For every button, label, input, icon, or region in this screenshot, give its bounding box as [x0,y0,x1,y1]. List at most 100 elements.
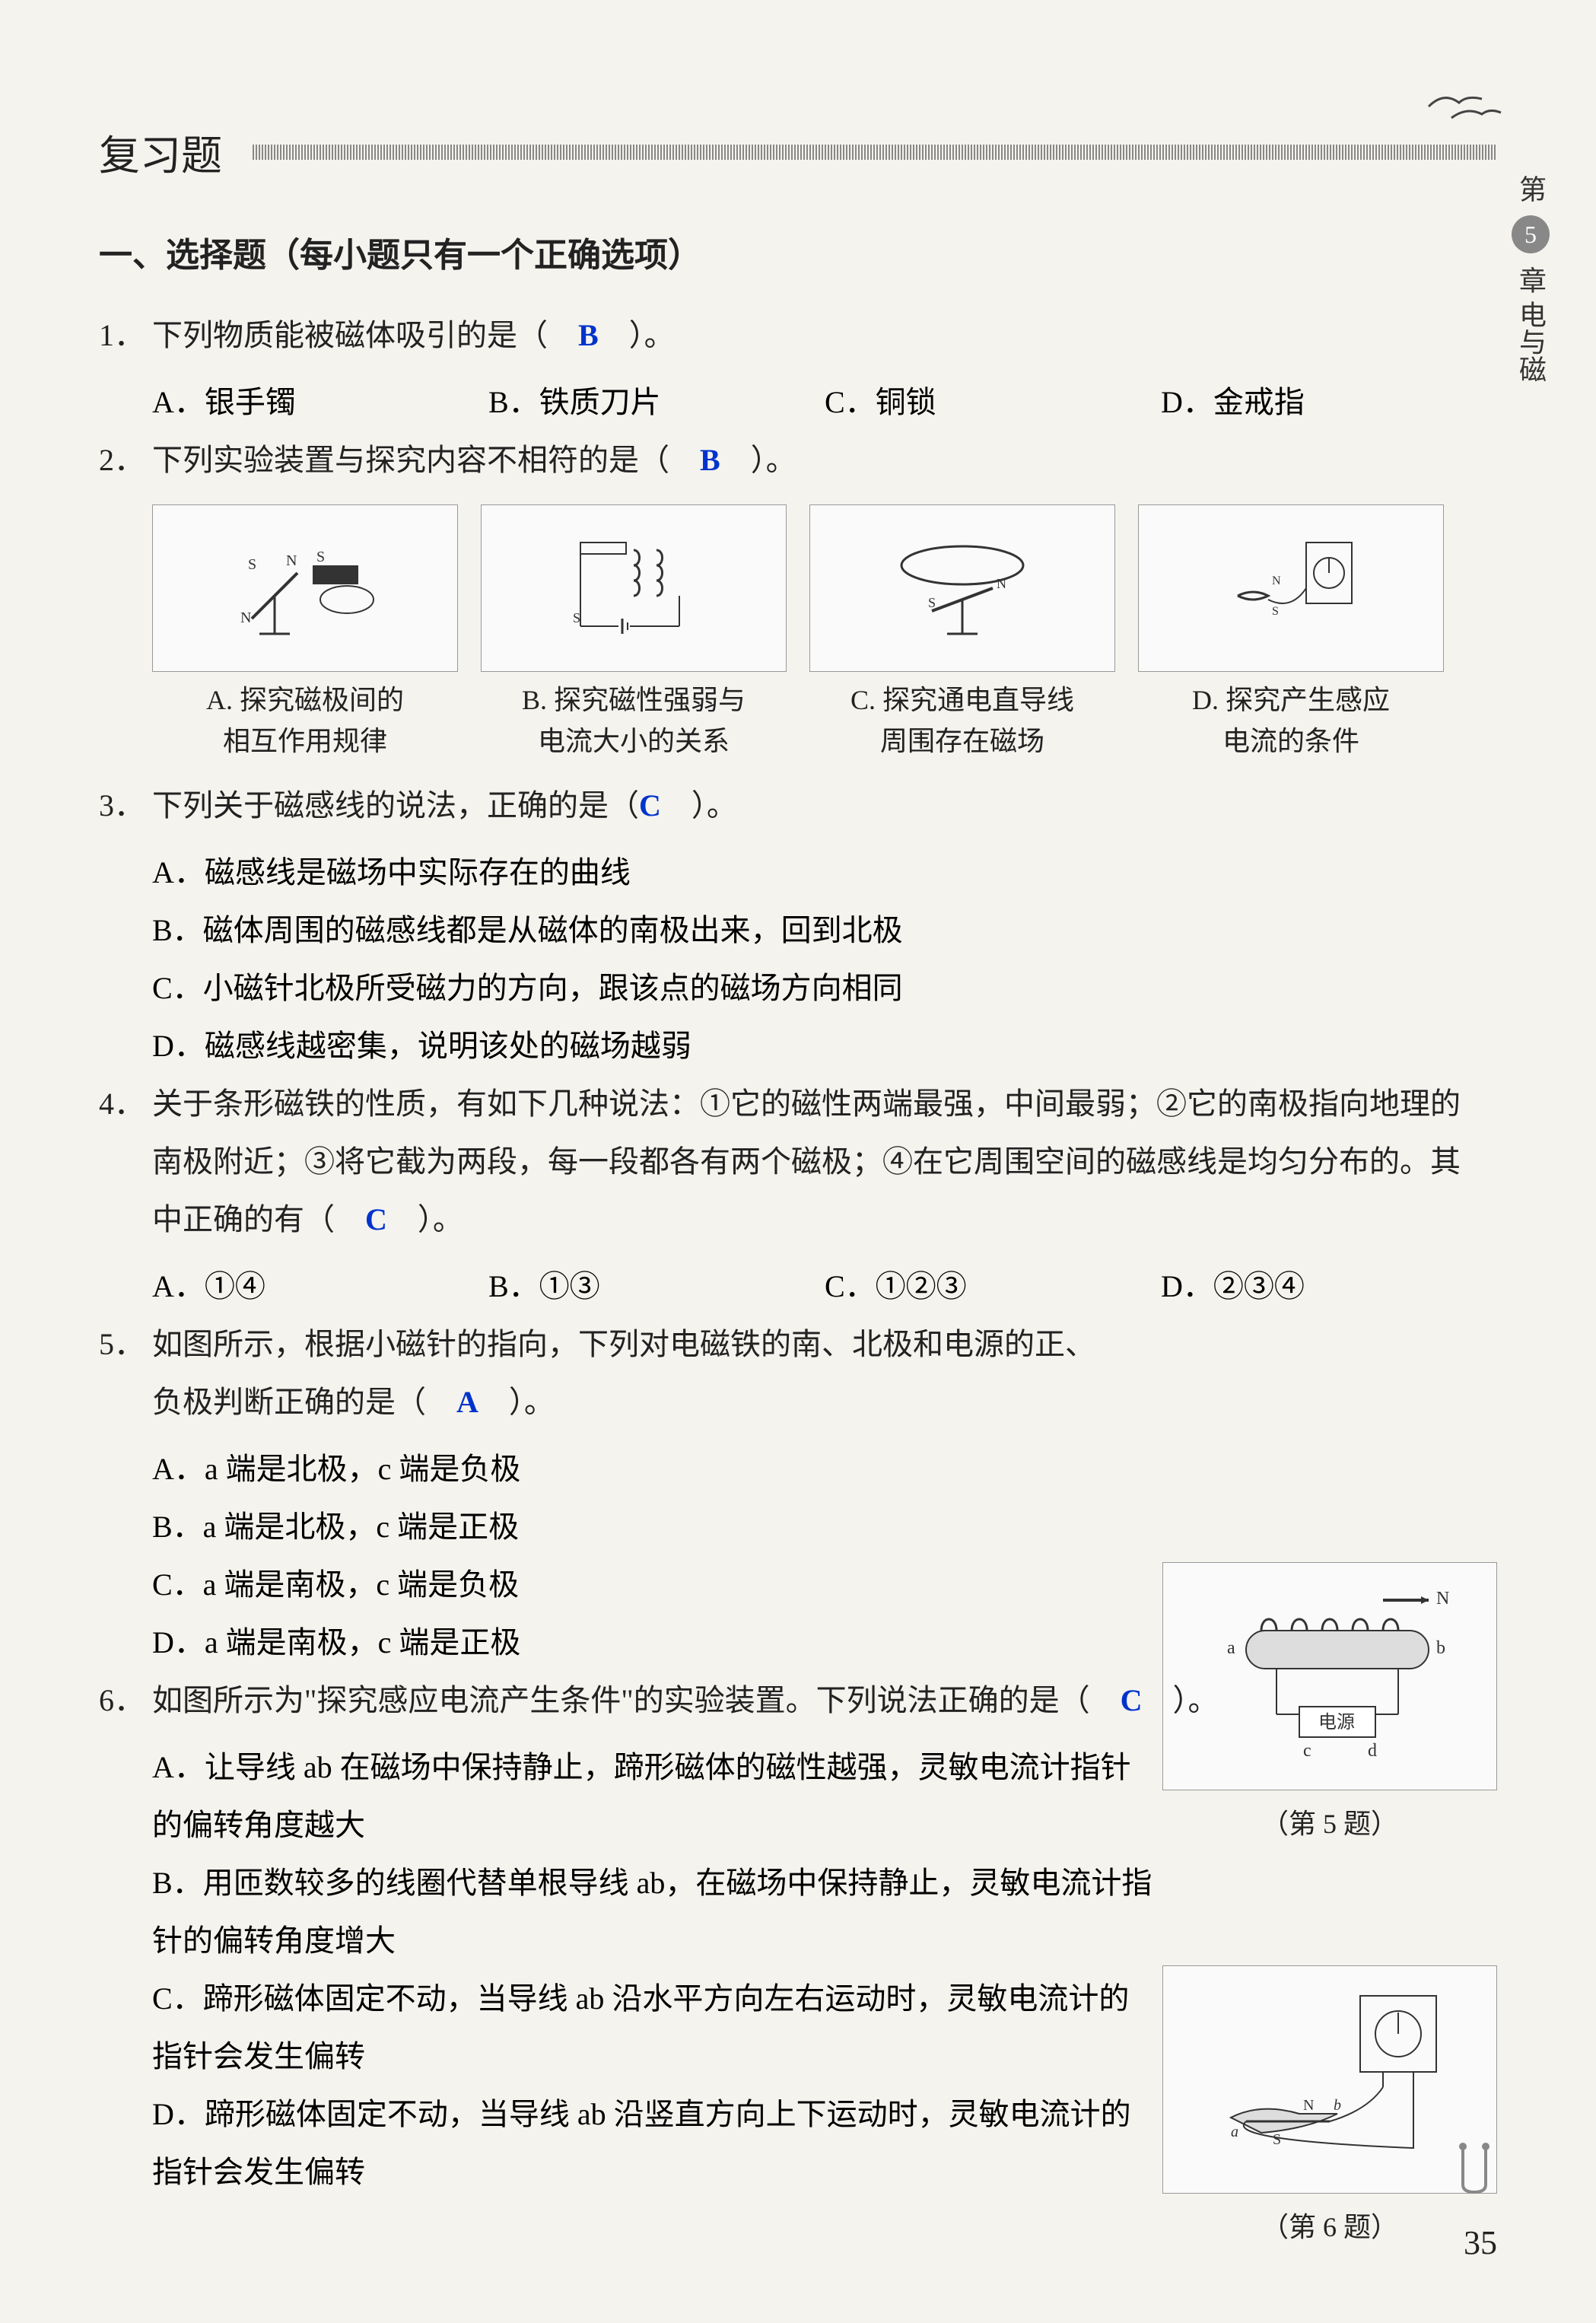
question-4: 4．关于条形磁铁的性质，有如下几种说法：①它的磁性两端最强，中间最弱；②它的南极… [99,1075,1497,1249]
q6-answer: C [1121,1683,1143,1717]
svg-text:N: N [1436,1589,1449,1609]
svg-text:b: b [1334,2097,1341,2114]
bottom-decoration [1451,2139,1497,2209]
svg-text:S: S [1272,605,1279,618]
q2-text-end: ）。 [751,443,796,477]
page-number: 35 [1464,2223,1497,2262]
svg-text:S: S [316,549,325,565]
q6-options: A．让导线 ab 在磁场中保持静止，蹄形磁体的磁性越强，灵敏电流计指针的偏转角度… [152,1739,1155,2201]
q3-opt-b: B．磁体周围的磁感线都是从磁体的南极出来，回到北极 [152,902,1497,959]
q4-text-end: ）。 [418,1202,463,1236]
svg-text:N: N [240,609,251,626]
q2-diagram-c-img: S N [809,504,1115,672]
svg-text:S: S [248,556,256,573]
q2-diagram-b: S B. 探究磁性强弱与 电流大小的关系 [481,504,787,762]
content-wrapper: 1．下列物质能被磁体吸引的是（ B ）。 A．银手镯 B．铁质刀片 C．铜锁 D… [99,307,1497,2201]
svg-text:b: b [1436,1638,1445,1658]
q1-opt-c: C．铜锁 [825,374,1161,431]
page-title: 复习题 [99,122,222,182]
q3-number: 3． [99,777,152,835]
question-5: 5．如图所示，根据小磁针的指向，下列对电磁铁的南、北极和电源的正、负极判断正确的… [99,1316,1497,1431]
q1-answer: B [578,318,599,352]
svg-text:N: N [1303,2097,1314,2114]
q4-opt-c: C．①②③ [825,1258,1161,1316]
q4-number: 4． [99,1075,152,1133]
chapter-side-label: 第 5 章 电与磁 [1511,175,1550,383]
question-6: 6．如图所示为"探究感应电流产生条件"的实验装置。下列说法正确的是（ C ）。 [99,1672,1497,1730]
q5-figure-label: （第 5 题） [1162,1802,1497,1841]
q6-figure: N S a b （第 6 题） [1162,1965,1497,2245]
section-header: 一、选择题（每小题只有一个正确选项） [99,228,1497,276]
q5-opt-b: B．a 端是北极，c 端是正极 [152,1498,1497,1556]
q2-diagram-d-img: N S [1138,504,1444,672]
q6-figure-label: （第 6 题） [1162,2205,1497,2245]
q2-caption-a: A. 探究磁极间的 相互作用规律 [152,679,458,762]
q6-opt-b: B．用匝数较多的线圈代替单根导线 ab，在磁场中保持静止，灵敏电流计指针的偏转角… [152,1854,1155,1970]
q1-number: 1． [99,307,152,364]
q6-opt-d: D．蹄形磁体固定不动，当导线 ab 沿竖直方向上下运动时，灵敏电流计的指针会发生… [152,2086,1155,2201]
q1-opt-d: D．金戒指 [1161,374,1497,431]
q3-opt-c: C．小磁针北极所受磁力的方向，跟该点的磁场方向相同 [152,959,1497,1017]
q1-opt-a: A．银手镯 [152,374,488,431]
q3-opt-a: A．磁感线是磁场中实际存在的曲线 [152,844,1497,902]
q4-options: A．①④ B．①③ C．①②③ D．②③④ [152,1258,1497,1316]
q5-text: 如图所示，根据小磁针的指向，下列对电磁铁的南、北极和电源的正、负极判断正确的是（ [152,1327,1095,1419]
q1-text: 下列物质能被磁体吸引的是（ [152,318,548,352]
svg-text:N: N [997,576,1006,591]
q2-answer: B [700,443,720,477]
svg-text:S: S [573,610,580,625]
svg-text:S: S [928,595,936,610]
q2-diagram-c: S N C. 探究通电直导线 周围存在磁场 [809,504,1115,762]
q3-opt-d: D．磁感线越密集，说明该处的磁场越弱 [152,1017,1497,1075]
q1-opt-b: B．铁质刀片 [488,374,825,431]
q4-opt-d: D．②③④ [1161,1258,1497,1316]
q5-body: 如图所示，根据小磁针的指向，下列对电磁铁的南、北极和电源的正、负极判断正确的是（… [152,1316,1124,1431]
q4-answer: C [365,1202,387,1236]
bird-decoration [1413,76,1505,148]
q2-diagram-a: S N N S A. 探究磁极间的 相互作用规律 [152,504,458,762]
q6-opt-c: C．蹄形磁体固定不动，当导线 ab 沿水平方向左右运动时，灵敏电流计的指针会发生… [152,1970,1155,2086]
q3-answer: C [639,788,661,823]
svg-text:S: S [1273,2131,1281,2148]
q6-opt-a: A．让导线 ab 在磁场中保持静止，蹄形磁体的磁性越强，灵敏电流计指针的偏转角度… [152,1739,1155,1854]
svg-text:a: a [1231,2124,1238,2140]
q2-body: 下列实验装置与探究内容不相符的是（ B ）。 [152,431,1489,489]
q2-caption-b: B. 探究磁性强弱与 电流大小的关系 [481,679,787,762]
chapter-suffix: 章 [1515,266,1546,294]
q4-body: 关于条形磁铁的性质，有如下几种说法：①它的磁性两端最强，中间最弱；②它的南极指向… [152,1075,1489,1249]
q2-text: 下列实验装置与探究内容不相符的是（ [152,443,669,477]
q6-text-end: ）。 [1173,1683,1219,1717]
q4-opt-b: B．①③ [488,1258,825,1316]
q5-answer: A [456,1385,478,1419]
question-3: 3．下列关于磁感线的说法，正确的是（C ）。 [99,777,1497,835]
q2-diagram-b-img: S [481,504,787,672]
q3-text-end: ）。 [691,788,737,823]
chapter-title: 电与磁 [1515,301,1546,383]
q2-diagrams: S N N S A. 探究磁极间的 相互作用规律 [152,504,1444,762]
q3-body: 下列关于磁感线的说法，正确的是（C ）。 [152,777,1489,835]
q5-opt-a: A．a 端是北极，c 端是负极 [152,1440,1497,1498]
svg-text:d: d [1368,1741,1377,1761]
q1-text-end: ）。 [629,318,675,352]
q6-figure-img: N S a b [1162,1965,1497,2194]
q6-text: 如图所示为"探究感应电流产生条件"的实验装置。下列说法正确的是（ [152,1683,1090,1717]
q6-number: 6． [99,1672,152,1730]
chapter-number: 5 [1512,215,1550,253]
svg-text:N: N [1272,574,1281,587]
q3-options: A．磁感线是磁场中实际存在的曲线 B．磁体周围的磁感线都是从磁体的南极出来，回到… [152,844,1497,1075]
q4-text: 关于条形磁铁的性质，有如下几种说法：①它的磁性两端最强，中间最弱；②它的南极指向… [152,1087,1461,1236]
title-row: 复习题 [99,122,1497,182]
q2-diagram-a-img: S N N S [152,504,458,672]
q1-body: 下列物质能被磁体吸引的是（ B ）。 [152,307,1489,364]
q2-caption-c: C. 探究通电直导线 周围存在磁场 [809,679,1115,762]
q4-opt-a: A．①④ [152,1258,488,1316]
title-line [253,145,1497,160]
q5-number: 5． [99,1316,152,1373]
svg-text:c: c [1303,1741,1311,1761]
q2-number: 2． [99,431,152,489]
chapter-prefix: 第 [1515,175,1546,202]
q5-text-end: ）。 [509,1385,555,1419]
q2-caption-d: D. 探究产生感应 电流的条件 [1138,679,1444,762]
svg-text:a: a [1227,1638,1235,1658]
svg-text:N: N [286,552,297,569]
